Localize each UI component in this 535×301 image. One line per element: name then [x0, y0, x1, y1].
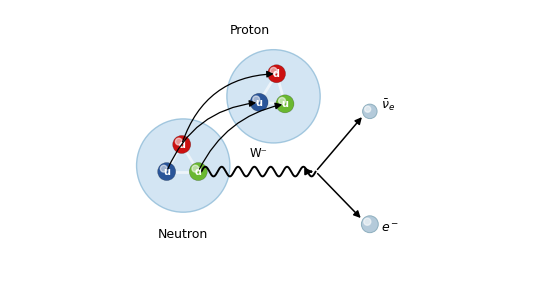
Circle shape — [175, 138, 182, 145]
Circle shape — [270, 67, 277, 74]
Circle shape — [227, 50, 320, 143]
Circle shape — [173, 135, 191, 154]
Text: u: u — [256, 98, 263, 108]
Circle shape — [276, 95, 294, 113]
Text: $e^-$: $e^-$ — [381, 222, 400, 235]
Text: u: u — [163, 167, 170, 177]
Text: Proton: Proton — [230, 23, 270, 37]
Text: Neutron: Neutron — [158, 228, 208, 241]
Circle shape — [192, 165, 199, 172]
Circle shape — [158, 163, 175, 181]
Circle shape — [136, 119, 230, 212]
Circle shape — [365, 106, 371, 112]
Text: d: d — [195, 167, 202, 177]
Circle shape — [362, 216, 378, 233]
Text: u: u — [281, 99, 288, 109]
Circle shape — [268, 65, 286, 83]
Circle shape — [363, 104, 377, 119]
Circle shape — [189, 163, 207, 181]
Circle shape — [364, 218, 371, 225]
Circle shape — [279, 98, 286, 104]
Text: $\bar{\nu}_e$: $\bar{\nu}_e$ — [381, 98, 395, 113]
Circle shape — [160, 165, 167, 172]
Circle shape — [250, 93, 268, 111]
Text: d: d — [178, 140, 185, 150]
Circle shape — [253, 96, 259, 103]
Text: d: d — [273, 69, 280, 79]
Text: W⁻: W⁻ — [249, 147, 268, 160]
